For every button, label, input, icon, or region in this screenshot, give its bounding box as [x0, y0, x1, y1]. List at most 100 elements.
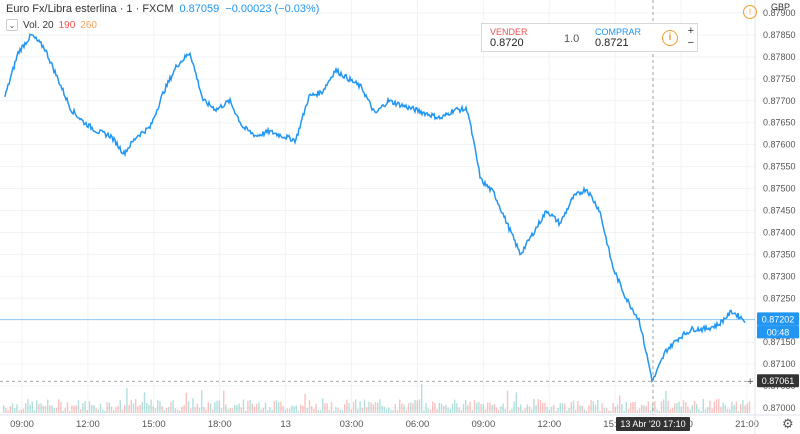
volume-bar	[341, 409, 344, 413]
volume-bar	[359, 401, 361, 413]
symbol-legend[interactable]: Euro Fx/Libra esterlina · 1 · FXCM 0.870…	[6, 3, 319, 15]
y-tick-label: 0.87650	[763, 118, 796, 128]
volume-bar	[680, 406, 682, 413]
volume-bar	[201, 390, 203, 413]
volume-bar	[456, 403, 458, 413]
volume-bar	[487, 402, 489, 413]
volume-bar	[709, 400, 711, 413]
volume-bar	[603, 408, 605, 413]
volume-bar	[240, 407, 242, 413]
countdown-badge: 00:48	[767, 327, 790, 337]
volume-bar	[748, 401, 751, 413]
volume-bar	[95, 408, 97, 413]
alert-icon[interactable]: !	[743, 5, 757, 19]
volume-bar	[91, 405, 93, 413]
volume-bar	[575, 409, 577, 413]
volume-bar	[502, 403, 504, 413]
volume-bar	[370, 402, 372, 413]
volume-bar	[698, 408, 700, 413]
sell-price[interactable]: 0.8720	[490, 37, 524, 49]
volume-bar	[495, 407, 498, 413]
x-tick-label: 09:00	[471, 419, 495, 430]
volume-value-1: 190	[58, 19, 76, 31]
volume-bar	[185, 392, 187, 413]
volume-bar	[71, 405, 73, 413]
y-tick-label: 0.87450	[763, 206, 796, 216]
volume-bar	[73, 405, 75, 413]
volume-bar	[623, 410, 625, 413]
volume-bar	[361, 408, 363, 413]
volume-bar	[220, 408, 223, 413]
volume-bar	[484, 409, 487, 413]
volume-bar	[205, 409, 207, 413]
volume-bar	[561, 403, 564, 413]
volume-bar	[707, 407, 709, 413]
volume-bar	[51, 405, 53, 413]
volume-bar	[546, 406, 548, 413]
volume-bar	[49, 405, 51, 413]
volume-bar	[469, 401, 471, 413]
volume-bar	[434, 402, 436, 413]
volume-bar	[471, 409, 473, 413]
volume-bar	[539, 400, 542, 413]
volume-bar	[467, 404, 469, 413]
volume-bar	[566, 410, 568, 413]
quantity-field[interactable]: 1.0	[564, 33, 580, 45]
sell-label[interactable]: VENDER	[490, 27, 528, 37]
volume-bar	[311, 406, 313, 413]
volume-bar	[247, 400, 249, 413]
volume-bar	[616, 404, 619, 413]
volume-bar	[480, 404, 482, 413]
crosshair-time-badge: 13 Abr '20 17:10	[620, 419, 685, 429]
collapse-chevron-icon[interactable]: ⌄	[6, 19, 18, 31]
volume-bar	[526, 404, 528, 413]
y-tick-label: 0.87250	[763, 293, 796, 303]
volume-bar	[135, 398, 137, 413]
volume-bar	[179, 410, 181, 413]
volume-bar	[605, 408, 608, 413]
volume-bar	[330, 402, 333, 413]
volume-bar	[427, 408, 429, 413]
volume-bar	[542, 402, 544, 413]
volume-bar	[465, 399, 467, 413]
volume-bar	[410, 402, 412, 413]
volume-bar	[583, 409, 586, 413]
volume-bar	[687, 406, 689, 413]
volume-bar	[5, 408, 7, 413]
volume-bar	[300, 404, 302, 413]
volume-bar	[423, 410, 425, 413]
info-icon[interactable]: i	[662, 30, 678, 46]
volume-bar	[42, 405, 44, 413]
crosshair-time-badge-bg	[616, 417, 690, 431]
volume-bar	[229, 408, 231, 413]
volume-bar	[38, 403, 40, 413]
volume-bar	[308, 400, 311, 413]
y-tick-label: 0.87900	[763, 8, 796, 18]
volume-bar	[344, 404, 346, 413]
volume-bar	[33, 410, 36, 413]
volume-bar	[348, 403, 350, 413]
gear-icon[interactable]: ⚙	[782, 416, 794, 431]
volume-bar	[99, 403, 102, 413]
volume-bar	[601, 403, 603, 413]
increase-button[interactable]: +	[687, 25, 694, 37]
volume-legend[interactable]: ⌄ Vol. 20 190 260	[6, 19, 97, 31]
crosshair-price-badge-bg	[757, 374, 799, 388]
volume-bar	[132, 403, 135, 413]
volume-bar	[31, 401, 33, 413]
volume-bar	[515, 392, 517, 413]
volume-bar	[405, 410, 407, 413]
volume-bar	[377, 402, 379, 413]
volume-bar	[7, 410, 9, 413]
volume-bar	[66, 402, 69, 413]
volume-bar	[297, 410, 300, 413]
buy-price[interactable]: 0.8721	[595, 37, 629, 49]
decrease-button[interactable]: −	[687, 37, 694, 49]
price-change: −0.00023 (−0.03%)	[225, 3, 320, 15]
buy-label[interactable]: COMPRAR	[595, 27, 642, 37]
volume-bar	[102, 409, 104, 413]
volume-bar	[148, 404, 150, 413]
volume-bar	[291, 405, 293, 413]
volume-bar	[207, 402, 209, 413]
